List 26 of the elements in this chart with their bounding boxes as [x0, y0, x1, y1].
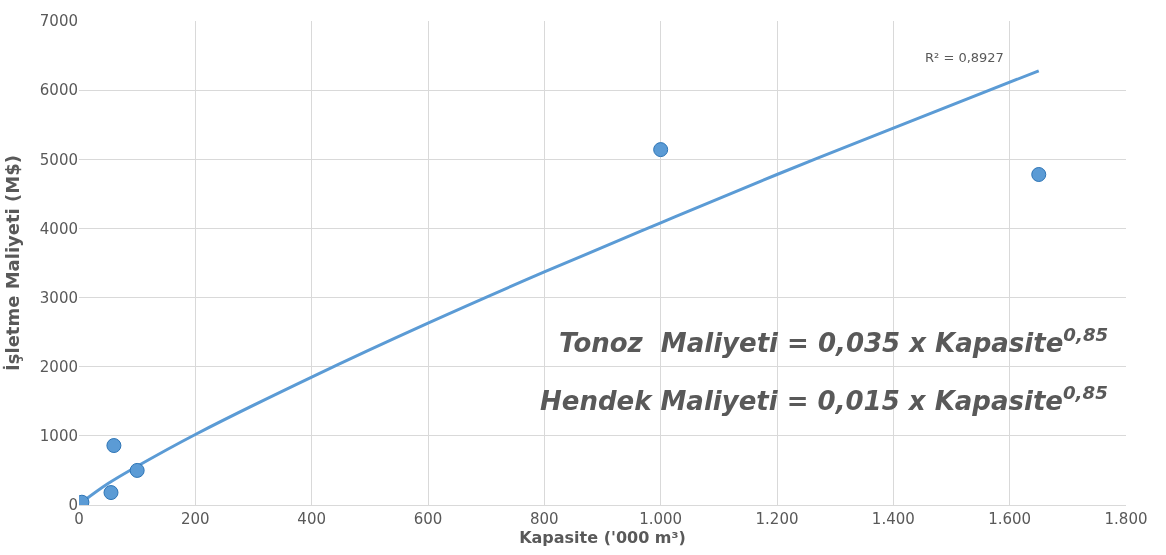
x-tick-label: 1.800	[1104, 510, 1148, 528]
x-tick-label: 1.200	[755, 510, 799, 528]
y-tick-label: 3000	[39, 288, 78, 307]
annotation: R² = 0,8927	[925, 50, 1004, 65]
y-axis-title: İşletme Maliyeti (M$)	[2, 155, 24, 371]
x-tick-label: 1.000	[639, 510, 683, 528]
point	[653, 142, 669, 158]
x-tick-label: 1.600	[988, 510, 1032, 528]
point	[1031, 167, 1047, 182]
y-tick-label: 2000	[39, 357, 78, 376]
x-tick-label: 1.400	[871, 510, 915, 528]
point	[129, 462, 145, 478]
y-tick-label: 6000	[39, 81, 78, 100]
point	[103, 485, 119, 501]
annotation: Tonoz Maliyeti = 0,035 x Kapasite$^{0,85}$	[559, 324, 1109, 358]
annotation: Hendek Maliyeti = 0,015 x Kapasite$^{0,85}$	[540, 382, 1108, 416]
y-tick-label: 7000	[39, 12, 78, 31]
x-tick-label: 200	[181, 510, 210, 528]
x-tick-label: 800	[530, 510, 559, 528]
x-tick-label: 400	[297, 510, 326, 528]
point	[106, 438, 122, 454]
y-tick-label: 5000	[39, 150, 78, 169]
x-tick-label: 600	[413, 510, 443, 528]
y-tick-label: 1000	[39, 427, 78, 446]
y-tick-label: 4000	[39, 219, 78, 238]
x-axis-title: Kapasite ('000 m³)	[519, 528, 686, 547]
